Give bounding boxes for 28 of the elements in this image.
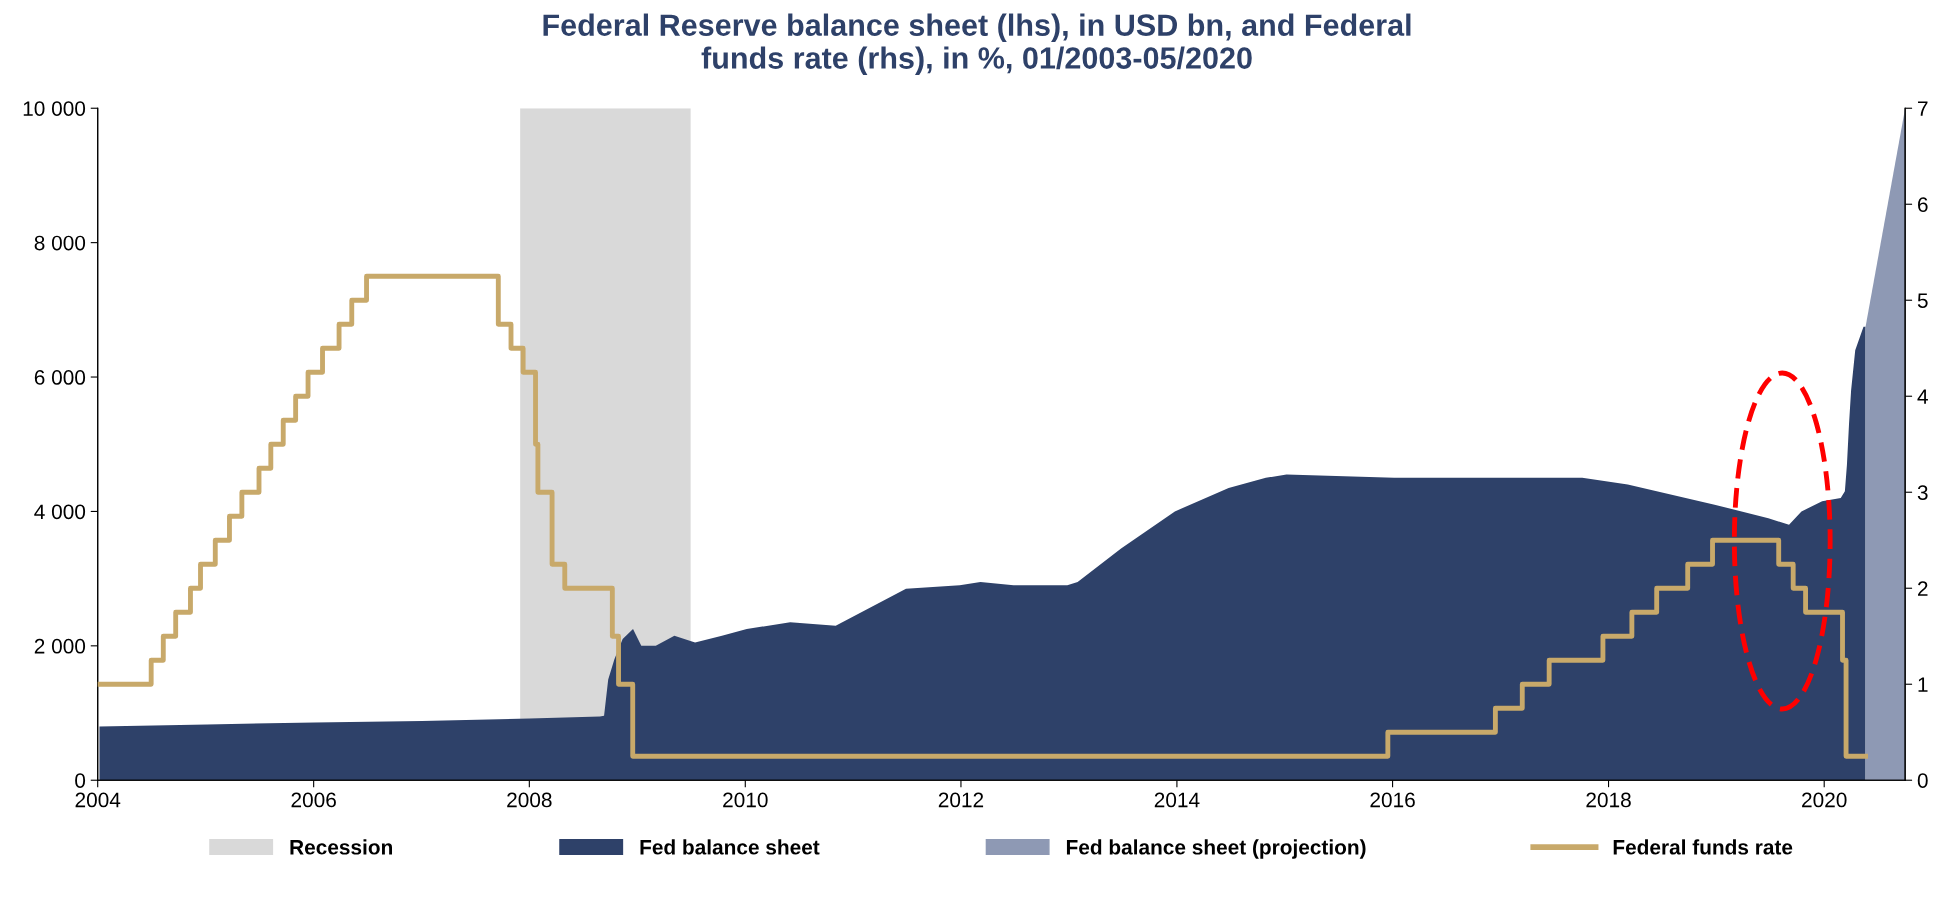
x-tick-label: 2010 (723, 792, 768, 808)
y2-tick-label: 4 (1917, 389, 1928, 404)
y2-tick-label: 5 (1917, 293, 1928, 308)
x-tick-label: 2008 (507, 792, 552, 808)
y-tick-label: 4 000 (34, 504, 86, 520)
y-tick-label: 6 000 (34, 370, 86, 385)
x-tick-label: 2020 (1802, 792, 1847, 808)
y-tick-label: 0 (75, 773, 86, 788)
x-tick-label: 2018 (1586, 792, 1631, 808)
y2-tick-label: 6 (1918, 197, 1928, 212)
legend-label: Fed balance sheet (projection) (1066, 839, 1366, 859)
legend-label: Recession (290, 839, 393, 855)
legend-label: Federal funds rate (1613, 839, 1793, 855)
x-tick-label: 2006 (291, 792, 336, 808)
y-tick-label: 2 000 (34, 638, 86, 654)
x-tick-label: 2016 (1370, 792, 1415, 808)
x-tick-label: 2014 (1154, 792, 1200, 808)
chart-title: Federal Reserve balance sheet (lhs), in USD bn, and Federal funds rate (rhs), in %, 01/2003-05/2020 (543, 13, 1411, 75)
x-tick-label: 2012 (938, 792, 984, 808)
legend-label: Fed balance sheet (640, 839, 820, 855)
y2-tick-label: 1 (1918, 677, 1928, 692)
y2-tick-label: 7 (1918, 101, 1928, 116)
y2-tick-label: 0 (1917, 773, 1928, 788)
x-tick-label: 2004 (75, 792, 121, 808)
y2-tick-label: 2 (1918, 581, 1928, 596)
y-tick-label: 10 000 (23, 101, 86, 116)
y-tick-label: 8 000 (34, 235, 86, 251)
y2-tick-label: 3 (1917, 485, 1928, 500)
